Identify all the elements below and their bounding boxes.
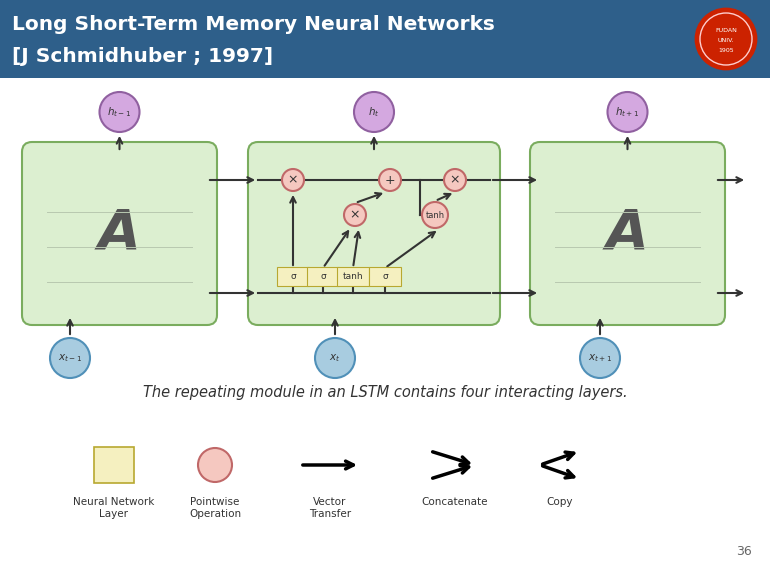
Circle shape [379, 169, 401, 191]
FancyBboxPatch shape [307, 267, 339, 286]
FancyBboxPatch shape [337, 267, 369, 286]
Circle shape [198, 448, 232, 482]
Circle shape [444, 169, 466, 191]
Text: $h_{t-1}$: $h_{t-1}$ [107, 105, 132, 119]
Text: ×: × [288, 174, 298, 187]
Text: ×: × [450, 174, 460, 187]
FancyBboxPatch shape [369, 267, 401, 286]
Text: tanh: tanh [343, 272, 363, 281]
Circle shape [580, 338, 620, 378]
Text: σ: σ [290, 272, 296, 281]
Text: Neural Network
Layer: Neural Network Layer [73, 497, 155, 518]
Circle shape [315, 338, 355, 378]
Text: A: A [98, 207, 141, 260]
Text: Pointwise
Operation: Pointwise Operation [189, 497, 241, 518]
Text: Vector
Transfer: Vector Transfer [309, 497, 351, 518]
Text: [J Schmidhuber ; 1997]: [J Schmidhuber ; 1997] [12, 46, 273, 66]
Circle shape [50, 338, 90, 378]
FancyBboxPatch shape [530, 142, 725, 325]
Circle shape [354, 92, 394, 132]
FancyBboxPatch shape [277, 267, 309, 286]
Text: σ: σ [320, 272, 326, 281]
Text: $h_{t+1}$: $h_{t+1}$ [615, 105, 640, 119]
Text: σ: σ [382, 272, 388, 281]
Circle shape [608, 92, 648, 132]
Circle shape [282, 169, 304, 191]
FancyBboxPatch shape [0, 0, 770, 78]
Text: Long Short-Term Memory Neural Networks: Long Short-Term Memory Neural Networks [12, 14, 495, 34]
Text: ×: × [350, 208, 360, 222]
Text: +: + [385, 174, 395, 187]
Text: Concatenate: Concatenate [422, 497, 488, 507]
Circle shape [422, 202, 448, 228]
Circle shape [696, 9, 756, 69]
Text: tanh: tanh [426, 211, 444, 219]
Text: $h_t$: $h_t$ [368, 105, 380, 119]
Text: A: A [606, 207, 649, 260]
Circle shape [344, 204, 366, 226]
Text: UNIV.: UNIV. [718, 38, 735, 43]
Circle shape [99, 92, 139, 132]
Text: $x_{t+1}$: $x_{t+1}$ [588, 352, 612, 364]
FancyBboxPatch shape [94, 447, 134, 483]
Text: The repeating module in an LSTM contains four interacting layers.: The repeating module in an LSTM contains… [142, 384, 628, 400]
Text: $x_{t-1}$: $x_{t-1}$ [58, 352, 82, 364]
Text: Copy: Copy [547, 497, 573, 507]
Text: $x_t$: $x_t$ [330, 352, 341, 364]
FancyBboxPatch shape [22, 142, 217, 325]
Text: FUDAN: FUDAN [715, 29, 737, 34]
Text: 36: 36 [736, 545, 752, 558]
FancyBboxPatch shape [248, 142, 500, 325]
Text: 1905: 1905 [718, 49, 734, 54]
